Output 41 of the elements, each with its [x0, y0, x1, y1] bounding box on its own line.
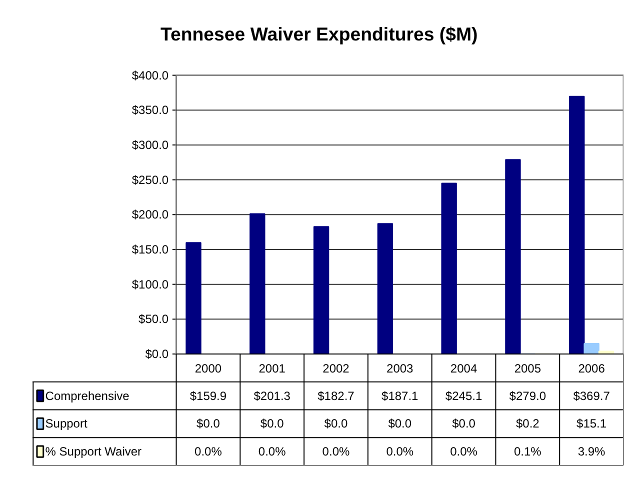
data-label: $0.2 — [516, 416, 540, 431]
legend-label: Support — [45, 416, 88, 431]
x-tick-label: 2006 — [578, 361, 606, 376]
data-label: $182.7 — [318, 388, 355, 403]
data-label: $0.0 — [388, 416, 412, 431]
x-tick-label: 2004 — [450, 361, 478, 376]
data-label: $245.1 — [445, 388, 482, 403]
x-tick-label: 2005 — [514, 361, 542, 376]
data-label: 0.1% — [514, 444, 542, 459]
y-tick-label: $250.0 — [132, 172, 169, 187]
data-label: 0.0% — [194, 444, 222, 459]
y-tick-label: $0.0 — [145, 347, 169, 361]
y-tick-label: $350.0 — [132, 103, 169, 118]
data-label: $15.1 — [576, 416, 607, 431]
data-label: $0.0 — [452, 416, 476, 431]
data-label: $0.0 — [260, 416, 284, 431]
x-tick-label: 2000 — [194, 361, 222, 376]
data-label: $201.3 — [254, 388, 291, 403]
data-label: $0.0 — [196, 416, 220, 431]
legend-label: Comprehensive — [45, 388, 130, 403]
x-tick-label: 2003 — [386, 361, 414, 376]
data-label: 0.0% — [450, 444, 478, 459]
y-tick-label: $200.0 — [132, 208, 169, 222]
data-label: 0.0% — [322, 444, 350, 459]
legend-label: % Support Waiver — [45, 444, 142, 459]
data-label: $159.9 — [190, 388, 227, 403]
data-label: $0.0 — [324, 416, 348, 431]
data-label: $187.1 — [382, 388, 419, 403]
data-label: $369.7 — [573, 388, 610, 403]
x-tick-label: 2001 — [258, 361, 286, 376]
data-label: 0.0% — [258, 444, 286, 459]
data-label: 3.9% — [578, 444, 606, 459]
y-tick-label: $400.0 — [132, 68, 169, 82]
x-tick-label: 2002 — [322, 361, 350, 376]
chart-title: Tennesee Waiver Expenditures ($M) — [160, 24, 478, 44]
y-tick-label: $150.0 — [132, 242, 169, 256]
data-label: $279.0 — [509, 388, 546, 403]
y-tick-label: $300.0 — [132, 138, 169, 152]
y-tick-label: $100.0 — [132, 277, 169, 292]
data-label: 0.0% — [386, 444, 414, 459]
y-tick-label: $50.0 — [138, 312, 169, 326]
